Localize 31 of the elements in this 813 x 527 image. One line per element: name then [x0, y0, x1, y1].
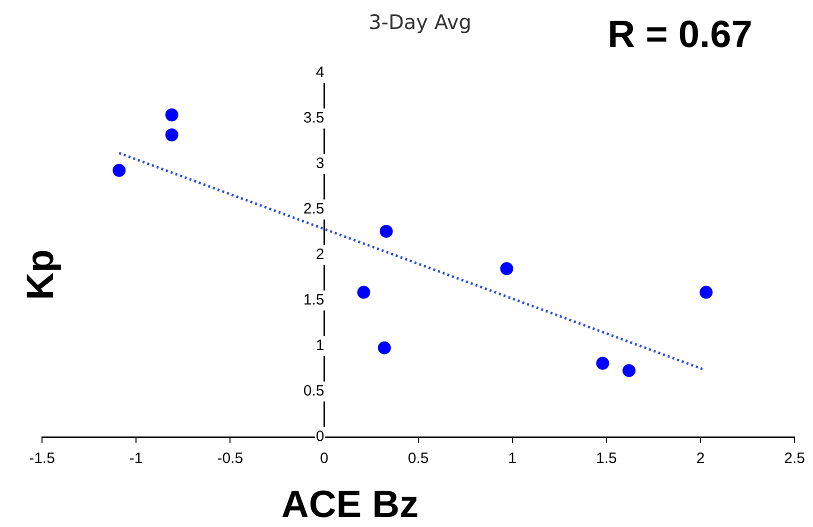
chart-title: 3-Day Avg [368, 10, 472, 34]
y-tick-label: 3 [316, 155, 324, 172]
point [112, 164, 126, 177]
x-tick-label: -1 [129, 450, 143, 468]
x-tick-label: -1.5 [29, 450, 55, 468]
point [596, 356, 610, 370]
point [380, 224, 393, 238]
point [165, 108, 178, 122]
y-tick-label: 3.5 [303, 110, 324, 127]
x-tick-label: 2.5 [784, 450, 806, 468]
y-tick-label: 2 [316, 246, 324, 264]
point [165, 128, 178, 142]
x-tick-label: -0.5 [217, 450, 244, 468]
point [500, 262, 514, 276]
y-tick-label: 0 [316, 428, 324, 446]
point [622, 364, 636, 378]
y-tick-label: 1.5 [303, 292, 324, 309]
x-tick-label: 0.5 [408, 450, 429, 468]
point [700, 286, 713, 299]
y-tick-label: 2.5 [303, 200, 324, 218]
y-tick-label: 4 [316, 64, 324, 82]
point [378, 341, 391, 354]
y-axis-title: Kp [20, 249, 63, 300]
text: R = 0.67 [606, 14, 754, 57]
x-tick-label: 2 [696, 450, 705, 468]
point [357, 286, 370, 299]
x-axis-title: ACE Bz [280, 484, 420, 527]
y-tick-label: 0.5 [303, 382, 324, 400]
y-tick-label: 1 [316, 337, 324, 354]
x-tick-label: 1.5 [596, 450, 617, 468]
x-tick-label: 1 [508, 450, 517, 468]
